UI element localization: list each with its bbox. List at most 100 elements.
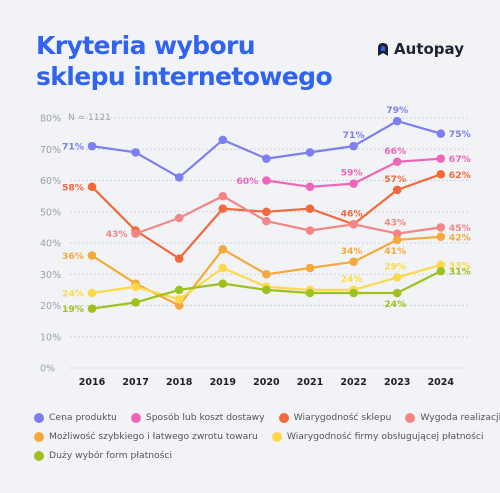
data-point bbox=[305, 182, 315, 192]
data-point bbox=[349, 179, 358, 188]
data-point bbox=[305, 204, 315, 213]
data-label: 59% bbox=[341, 168, 363, 179]
data-label: 75% bbox=[449, 129, 471, 140]
data-point bbox=[392, 235, 402, 245]
data-point bbox=[174, 213, 184, 223]
series-line bbox=[135, 195, 441, 235]
data-point bbox=[436, 266, 446, 276]
title-line-2: sklepu internetowego bbox=[36, 62, 333, 91]
autopay-logo-icon bbox=[378, 42, 389, 56]
data-point bbox=[262, 207, 271, 217]
data-point bbox=[349, 219, 358, 229]
legend-swatch bbox=[405, 412, 416, 423]
data-point bbox=[392, 116, 402, 126]
data-point bbox=[392, 273, 402, 282]
data-point bbox=[262, 285, 271, 295]
legend-swatch bbox=[34, 431, 44, 442]
x-tick-label: 2023 bbox=[384, 377, 410, 388]
x-tick-label: 2024 bbox=[428, 377, 455, 388]
data-label: 29% bbox=[384, 261, 406, 272]
legend-label: Duży wybór form płatności bbox=[49, 450, 173, 461]
data-label: 58% bbox=[62, 182, 84, 193]
data-label: 60% bbox=[236, 176, 258, 187]
data-point bbox=[131, 229, 140, 238]
legend-label: Możliwość szybkiego i łatwego zwrotu tow… bbox=[49, 431, 258, 442]
y-tick-label: 20% bbox=[40, 301, 61, 312]
legend-label: Cena produktu bbox=[49, 412, 117, 423]
data-label: 57% bbox=[384, 174, 406, 185]
data-label: 71% bbox=[62, 142, 84, 153]
x-tick-label: 2022 bbox=[340, 377, 366, 388]
y-tick-label: 0% bbox=[40, 364, 55, 375]
x-tick-label: 2018 bbox=[166, 377, 193, 388]
data-point bbox=[436, 260, 446, 270]
data-point bbox=[436, 232, 446, 242]
data-point bbox=[174, 254, 184, 263]
data-point bbox=[131, 298, 140, 307]
data-point bbox=[131, 148, 140, 157]
legend-row: Możliwość szybkiego i łatwego zwrotu tow… bbox=[34, 431, 494, 442]
page-title: Kryteria wyboru sklepu internetowego bbox=[36, 30, 336, 92]
data-point bbox=[262, 176, 271, 185]
data-label: 71% bbox=[343, 130, 365, 141]
data-point bbox=[87, 251, 97, 260]
data-label: 42% bbox=[449, 232, 471, 243]
y-tick-label: 30% bbox=[40, 270, 61, 281]
legend-swatch bbox=[278, 412, 289, 423]
data-label: 43% bbox=[106, 229, 128, 240]
chart-legend: Cena produktu Sposób lub koszt dostawy Wia… bbox=[34, 412, 500, 469]
data-label: 46% bbox=[341, 208, 363, 219]
data-point bbox=[262, 269, 271, 279]
data-point bbox=[305, 288, 315, 298]
data-label: 31% bbox=[449, 267, 471, 278]
data-label: 79% bbox=[386, 105, 408, 116]
line-chart: 0% 10% 20% 30% 40% 50% 60% 70% 80% N = 1121 2016 20… bbox=[40, 105, 471, 388]
title-line-1: Kryteria wyboru bbox=[36, 31, 256, 60]
legend-item: Cena produktu bbox=[34, 412, 117, 423]
legend-label: Wiarygodność sklepu bbox=[293, 412, 392, 423]
sample-size-note: N = 1121 bbox=[68, 113, 111, 123]
data-point bbox=[392, 157, 402, 167]
x-tick-label: 2020 bbox=[253, 377, 280, 388]
legend-label: Wiarygodność firmy obsługującej płatnośc… bbox=[286, 431, 484, 442]
brand-logo: Autopay bbox=[377, 40, 464, 58]
data-point bbox=[305, 263, 315, 273]
data-point bbox=[87, 182, 97, 192]
legend-item: Możliwość szybkiego i łatwego zwrotu tow… bbox=[34, 431, 258, 442]
x-tick-label: 2017 bbox=[122, 377, 148, 388]
y-tick-label: 40% bbox=[40, 239, 61, 250]
y-tick-label: 60% bbox=[40, 176, 61, 187]
data-point bbox=[436, 169, 446, 179]
legend-item: Duży wybór form płatności bbox=[34, 450, 172, 461]
legend-item: Wiarygodność firmy obsługującej płatnośc… bbox=[271, 431, 484, 442]
data-point bbox=[87, 288, 97, 298]
data-label: 43% bbox=[384, 218, 406, 229]
y-tick-label: 10% bbox=[40, 332, 61, 343]
legend-label: Wygoda realizacji bbox=[420, 412, 500, 423]
legend-swatch bbox=[34, 450, 44, 461]
data-point bbox=[436, 154, 446, 163]
data-label: 19% bbox=[62, 304, 84, 315]
x-tick-label: 2021 bbox=[297, 377, 323, 388]
data-point bbox=[262, 216, 271, 226]
data-point bbox=[305, 148, 315, 157]
data-point bbox=[174, 301, 184, 310]
legend-swatch bbox=[271, 431, 282, 442]
x-tick-label: 2016 bbox=[79, 377, 106, 388]
legend-row: Duży wybór form płatności bbox=[34, 450, 494, 461]
data-point bbox=[218, 204, 228, 213]
data-point bbox=[392, 229, 402, 238]
data-label: 36% bbox=[62, 251, 84, 262]
data-label: 24% bbox=[341, 274, 363, 285]
brand-name: Autopay bbox=[394, 40, 464, 58]
data-label: 41% bbox=[384, 246, 406, 257]
data-label: 66% bbox=[384, 146, 406, 157]
data-point bbox=[218, 135, 228, 145]
y-tick-label: 70% bbox=[40, 145, 61, 156]
legend-item: Sposób lub koszt dostawy bbox=[130, 412, 265, 423]
data-label: 24% bbox=[62, 289, 84, 300]
data-label: 24% bbox=[384, 299, 406, 310]
data-label: 34% bbox=[341, 246, 363, 257]
data-point bbox=[349, 141, 358, 151]
